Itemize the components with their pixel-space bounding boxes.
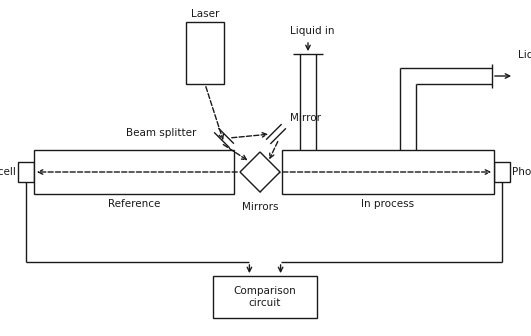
Bar [282, 150, 494, 194]
Text: Mirror: Mirror [290, 113, 321, 123]
Text: Photocell: Photocell [512, 167, 531, 177]
Bar [18, 162, 34, 182]
Text: Photocell: Photocell [0, 167, 16, 177]
Polygon shape [240, 152, 280, 192]
Bar [186, 22, 224, 84]
Text: Laser: Laser [191, 9, 219, 19]
Text: Comparison
circuit: Comparison circuit [234, 286, 296, 308]
Text: Beam splitter: Beam splitter [126, 128, 196, 138]
Text: Liquid in: Liquid in [290, 26, 334, 36]
Text: Liquid out: Liquid out [518, 50, 531, 60]
Bar [34, 150, 234, 194]
Text: Mirrors: Mirrors [242, 202, 278, 212]
Text: In process: In process [362, 199, 415, 209]
Bar [213, 276, 317, 318]
Bar [494, 162, 510, 182]
Text: Reference: Reference [108, 199, 160, 209]
